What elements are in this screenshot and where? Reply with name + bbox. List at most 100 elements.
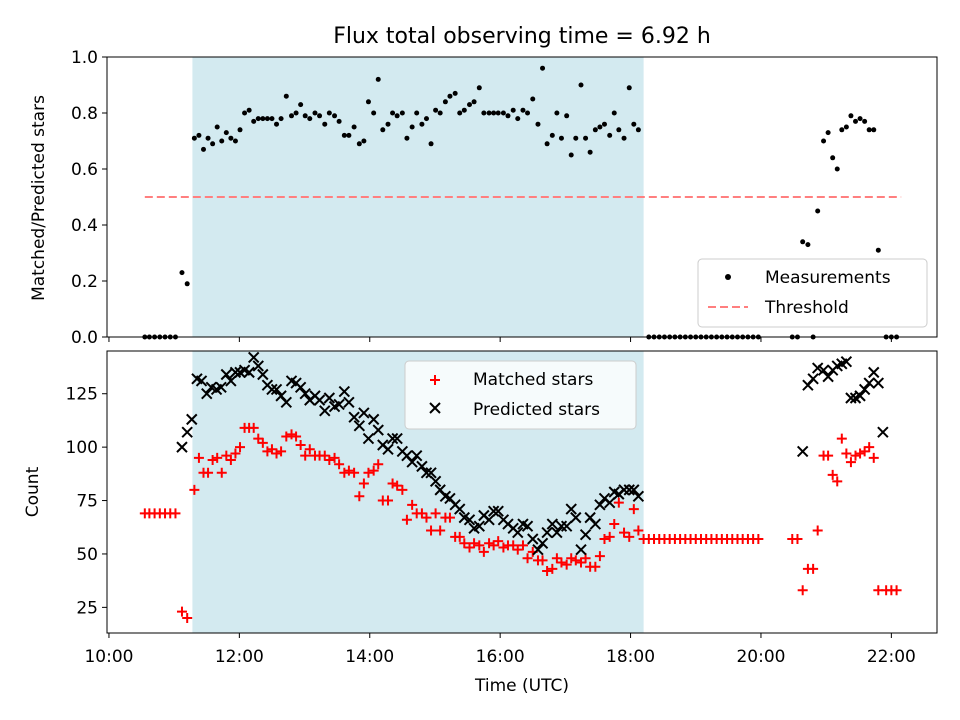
counts-matched-point (230, 448, 241, 459)
ratio-y-axis-label: Matched/Predicted stars (29, 95, 49, 301)
ratio-measurement-point (848, 113, 854, 119)
counts-predicted-point (429, 475, 442, 488)
ratio-measurement-point (423, 116, 429, 122)
counts-predicted-point (410, 449, 423, 462)
counts-matched-point (295, 440, 306, 450)
counts-predicted-point (536, 537, 549, 549)
counts-matched-point (193, 452, 204, 463)
ratio-y-tick-label: 0.8 (71, 104, 98, 124)
counts-matched-point (613, 497, 624, 508)
counts-predicted-point (463, 514, 476, 526)
counts-predicted-point (323, 392, 336, 404)
counts-matched-point (478, 546, 489, 557)
x-axis-label: Time (UTC) (474, 676, 569, 696)
counts-matched-point (827, 469, 838, 480)
counts-matched-point (212, 452, 223, 463)
ratio-measurement-point (255, 116, 261, 122)
counts-matched-point (855, 448, 866, 459)
ratio-measurement-point (800, 239, 806, 245)
legend-matched-marker (430, 375, 440, 385)
counts-predicted-point (220, 368, 233, 381)
counts-matched-point (304, 444, 315, 455)
counts-predicted-point (201, 388, 213, 400)
counts-matched-point (624, 531, 635, 542)
ratio-measurement-point (597, 124, 603, 130)
counts-predicted-point (541, 526, 553, 539)
counts-matched-point (257, 437, 268, 448)
counts-matched-point (542, 566, 553, 577)
ratio-measurement-point (399, 110, 405, 116)
counts-predicted-point (872, 377, 885, 389)
counts-matched-point (628, 504, 639, 515)
ratio-measurement-point (825, 130, 831, 136)
ratio-measurement-point (179, 270, 185, 276)
counts-matched-point (556, 557, 567, 568)
counts-matched-point (300, 450, 311, 461)
counts-predicted-point (565, 503, 577, 515)
ratio-measurement-point (442, 99, 448, 105)
counts-predicted-point (618, 484, 630, 496)
counts-predicted-point (796, 445, 809, 458)
counts-predicted-point (807, 373, 819, 385)
counts-predicted-point (348, 411, 360, 423)
ratio-measurement-point (437, 110, 443, 116)
ratio-measurement-point (866, 127, 872, 133)
counts-matched-point (444, 512, 455, 523)
counts-predicted-point (877, 426, 889, 438)
legend-box (404, 360, 637, 430)
ratio-y-tick-label: 0.6 (71, 160, 98, 180)
counts-predicted-point (391, 432, 403, 445)
legend-matched-label: Matched stars (473, 370, 593, 390)
ratio-measurement-point (467, 102, 473, 108)
x-tick-label: 12:00 (215, 647, 264, 667)
counts-matched-point (537, 555, 548, 566)
ratio-measurement-point (274, 121, 280, 127)
counts-predicted-point (176, 441, 188, 453)
ratio-measurement-point (843, 124, 849, 130)
counts-matched-point (286, 429, 297, 440)
counts-matched-point (604, 531, 615, 542)
counts-predicted-point (358, 407, 370, 419)
ratio-measurement-point (839, 127, 845, 133)
counts-y-tick-label: 100 (66, 438, 98, 458)
ratio-measurement-point (592, 127, 598, 133)
counts-matched-point (363, 467, 374, 478)
counts-predicted-point (313, 394, 326, 406)
counts-matched-point (493, 536, 504, 547)
counts-predicted-point (343, 396, 355, 408)
ratio-measurement-point (307, 116, 313, 122)
ratio-y-tick-label: 1.0 (71, 48, 98, 68)
counts-matched-point (203, 467, 214, 478)
counts-matched-point (358, 478, 369, 489)
counts-matched-point (619, 527, 630, 538)
counts-matched-point (354, 491, 365, 502)
ratio-axes-frame (106, 56, 938, 338)
counts-y-tick-label: 75 (76, 492, 98, 512)
counts-matched-point (368, 465, 379, 476)
ratio-measurement-point (481, 110, 487, 116)
counts-matched-point (570, 555, 581, 566)
counts-predicted-point (492, 505, 504, 517)
counts-y-tick-label: 50 (76, 545, 98, 565)
counts-predicted-point (252, 360, 264, 372)
counts-matched-point (373, 459, 384, 470)
counts-predicted-point (181, 426, 193, 438)
counts-predicted-point (416, 460, 428, 473)
counts-predicted-point (632, 490, 645, 502)
ratio-measurement-point (573, 135, 579, 141)
ratio-measurement-point (805, 242, 811, 248)
ratio-measurement-point (246, 107, 252, 113)
ratio-measurement-point (554, 110, 560, 116)
ratio-measurement-point (260, 116, 266, 122)
ratio-y-tick-label: 0.4 (71, 216, 98, 236)
counts-predicted-point (362, 432, 375, 445)
counts-predicted-point (623, 484, 635, 496)
counts-matched-point (248, 422, 259, 433)
counts-matched-point (343, 465, 354, 476)
ratio-measurement-point (433, 107, 439, 113)
ratio-measurement-point (184, 281, 190, 287)
ratio-measurement-point (214, 124, 220, 130)
legend-threshold-label: Threshold (764, 298, 849, 318)
counts-matched-point (291, 431, 302, 442)
